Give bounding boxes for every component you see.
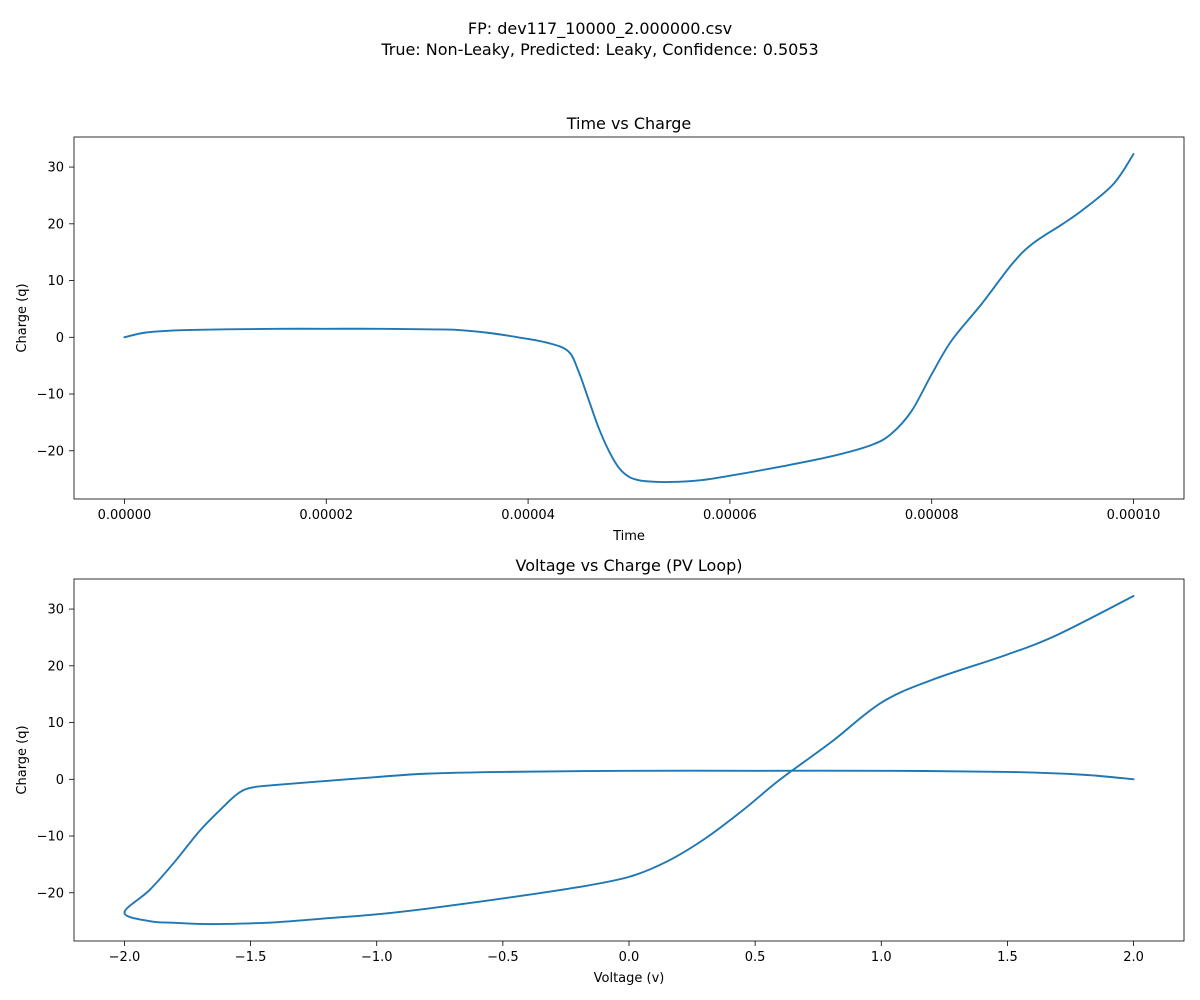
y-tick-label: 30 xyxy=(47,603,64,618)
x-tick-label: 0.00008 xyxy=(905,508,959,523)
x-tick-label: 2.0 xyxy=(1123,950,1144,965)
x-tick-label: 0.00004 xyxy=(501,508,555,523)
x-tick-label: −0.5 xyxy=(487,950,519,965)
x-axis-label: Voltage (v) xyxy=(594,971,665,986)
y-axis-label: Charge (q) xyxy=(15,283,30,352)
y-tick-label: 20 xyxy=(47,659,64,674)
x-tick-label: 1.5 xyxy=(997,950,1018,965)
series-line xyxy=(123,595,1135,926)
plot-frame xyxy=(73,578,1185,942)
tick-group: −2.0 −1.5 −1.0 −0.5 0.0 0.5 1.0 1.5 2.0 −20 −10 0 10… xyxy=(37,603,1144,965)
x-tick-label: 0.00006 xyxy=(703,508,757,523)
x-tick-label: 1.0 xyxy=(871,950,892,965)
y-tick-label: 0 xyxy=(56,331,64,346)
x-tick-label: −2.0 xyxy=(109,950,141,965)
x-axis-label: Time xyxy=(612,529,645,544)
x-tick-label: 0.00010 xyxy=(1107,508,1161,523)
y-tick-label: 0 xyxy=(56,773,64,788)
suptitle-line-1: FP: dev117_10000_2.000000.csv xyxy=(468,19,732,39)
y-tick-label: −10 xyxy=(37,388,64,403)
y-tick-label: −20 xyxy=(37,444,64,459)
y-tick-label: −20 xyxy=(37,886,64,901)
x-tick-label: 0.00002 xyxy=(299,508,353,523)
tick-group: 0.00000 0.00002 0.00004 0.00006 0.00008 0.000… xyxy=(37,161,1161,523)
pv-loop-chart: Voltage vs Charge (PV Loop) Voltage (v) … xyxy=(15,556,1185,986)
x-tick-label: 0.0 xyxy=(619,950,640,965)
suptitle-line-2: True: Non-Leaky, Predicted: Leaky, Confi… xyxy=(380,40,818,59)
y-tick-label: 10 xyxy=(47,274,64,289)
y-tick-label: 30 xyxy=(47,161,64,176)
series-line xyxy=(123,153,1135,483)
x-tick-label: 0.5 xyxy=(745,950,766,965)
y-tick-label: 20 xyxy=(47,217,64,232)
chart-title: Voltage vs Charge (PV Loop) xyxy=(515,556,742,575)
chart-title: Time vs Charge xyxy=(566,114,692,133)
x-tick-label: −1.0 xyxy=(361,950,393,965)
x-tick-label: 0.00000 xyxy=(98,508,152,523)
time-vs-charge-chart: Time vs Charge Time Charge (q) 0.00000 0.… xyxy=(15,114,1185,544)
plot-frame xyxy=(73,136,1185,500)
y-tick-label: −10 xyxy=(37,830,64,845)
x-tick-label: −1.5 xyxy=(235,950,267,965)
y-tick-label: 10 xyxy=(47,716,64,731)
y-axis-label: Charge (q) xyxy=(15,725,30,794)
